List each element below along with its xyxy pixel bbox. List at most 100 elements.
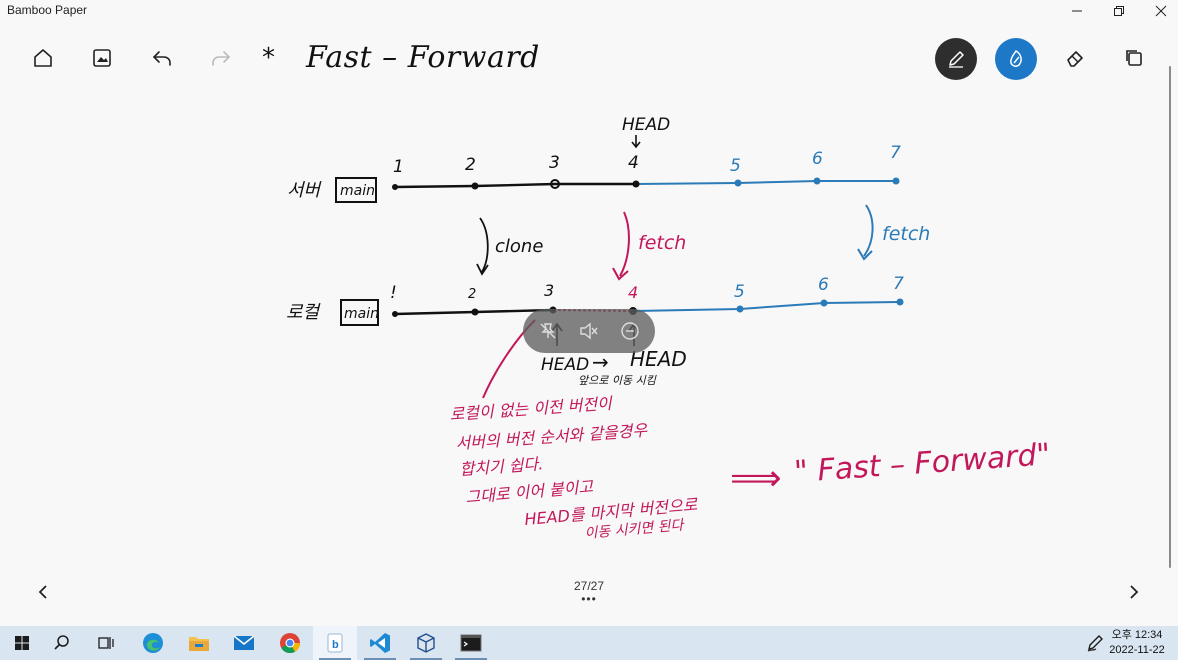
copy-page-button[interactable] <box>1116 40 1152 76</box>
pen-icon <box>949 51 964 68</box>
file-explorer-button[interactable] <box>177 626 221 660</box>
local-commit-number-2: 2 <box>468 287 476 302</box>
local-commit-dot-5 <box>736 305 744 313</box>
server-commit-dot-5 <box>734 179 742 187</box>
clone-arrow <box>479 217 489 273</box>
local-branch-label: main <box>344 306 379 322</box>
server-label: 서버 <box>287 180 323 201</box>
server-branch-label: main <box>340 183 375 199</box>
local-commit-number-3: 3 <box>544 281 554 300</box>
server-commit-number-4: 4 <box>628 153 639 173</box>
server-commit-number-6: 6 <box>812 149 823 169</box>
korean-note-line-4: 그대로 이어 붙이고 <box>465 477 595 507</box>
chevron-right-icon <box>1130 585 1139 599</box>
local-label: 로컬 <box>286 302 322 323</box>
server-commit-dot-7 <box>892 177 900 185</box>
windows-start-button[interactable] <box>0 626 44 660</box>
vscode-icon <box>370 633 390 653</box>
fetch-blue-arrowhead <box>857 248 873 261</box>
page-title: Fast – Forward <box>306 40 540 75</box>
pin-off-icon[interactable] <box>532 315 564 347</box>
pen-tray-button[interactable] <box>1080 626 1110 660</box>
local-commit-dot-7 <box>896 298 904 306</box>
minimize-button[interactable] <box>1054 0 1100 22</box>
head-top-label: HEAD <box>622 115 670 135</box>
local-commit-dot-2 <box>471 308 479 316</box>
close-window-button[interactable] <box>1138 0 1178 22</box>
mail-icon <box>233 635 255 650</box>
server-commit-dot-6 <box>813 177 821 185</box>
vertical-scrollbar[interactable] <box>1169 66 1171 568</box>
head-from-label: HEAD <box>541 355 589 375</box>
insert-photo-button[interactable] <box>84 40 120 76</box>
vscode-open-indicator <box>364 658 396 660</box>
task-view-button[interactable] <box>84 626 128 660</box>
local-commit-number-5: 5 <box>734 282 745 302</box>
restore-icon <box>1114 6 1124 16</box>
server-commit-dot-3 <box>550 179 560 189</box>
fetch-pink-label: fetch <box>638 232 686 254</box>
bamboo-paper-taskbar-button[interactable]: b <box>313 626 357 660</box>
svg-text:b: b <box>332 639 339 651</box>
local-commit-number-7: 7 <box>893 274 904 294</box>
undo-icon <box>152 51 171 66</box>
local-commit-number-4: 4 <box>628 283 638 302</box>
taskbar-search-button[interactable] <box>40 626 84 660</box>
clock-date: 2022-11-22 <box>1109 644 1165 656</box>
title-star: * <box>262 43 275 73</box>
terminal-button[interactable] <box>449 626 493 660</box>
redo-icon <box>212 51 231 66</box>
virtualbox-icon <box>417 633 435 653</box>
photo-icon <box>93 49 111 67</box>
windows-start-icon <box>15 636 29 650</box>
restore-button[interactable] <box>1096 0 1142 22</box>
chrome-button[interactable] <box>268 626 312 660</box>
server-blue-line <box>635 180 896 185</box>
fetch-pink-arrow <box>619 211 630 277</box>
fetch-blue-label: fetch <box>882 223 930 245</box>
eraser-button[interactable] <box>1057 40 1093 76</box>
bamboo-paper-icon: b <box>327 633 343 653</box>
server-commit-number-7: 7 <box>890 143 901 163</box>
vscode-button[interactable] <box>358 626 402 660</box>
undo-button[interactable] <box>144 40 180 76</box>
close-circle-icon[interactable] <box>614 315 646 347</box>
virtualbox-button[interactable] <box>404 626 448 660</box>
page-menu-button[interactable]: ••• <box>581 592 597 606</box>
edge-button[interactable] <box>131 626 175 660</box>
system-clock[interactable]: 오후 12:34 2022-11-22 <box>1102 628 1172 658</box>
active-app-indicator <box>319 658 351 660</box>
local-commit-dot-1 <box>392 311 398 317</box>
chevron-left-icon <box>38 585 47 599</box>
local-commit-numbers: ! 2 3 4 5 6 7 <box>390 274 904 303</box>
previous-page-button[interactable] <box>29 578 57 606</box>
clock-time: 오후 12:34 <box>1111 629 1163 641</box>
server-commit-numbers: 1 2 3 4 5 6 7 <box>393 143 901 177</box>
home-icon <box>34 49 52 67</box>
virtualbox-open-indicator <box>410 658 442 660</box>
terminal-icon <box>460 634 482 652</box>
home-button[interactable] <box>25 40 61 76</box>
server-commit-number-3: 3 <box>549 153 560 173</box>
brush-tool-button[interactable] <box>995 38 1037 80</box>
clone-arrowhead <box>476 263 489 276</box>
brush-icon <box>1010 49 1022 67</box>
redo-button[interactable] <box>203 40 239 76</box>
fast-forward-quote: " Fast – Forward" <box>793 437 1051 490</box>
korean-note-line-1: 로컬이 없는 이전 버전이 <box>449 394 614 424</box>
minimize-icon <box>1072 10 1082 12</box>
edge-icon <box>143 633 163 653</box>
pen-tray-icon <box>1087 635 1103 652</box>
server-commit-number-1: 1 <box>393 157 404 177</box>
mail-button[interactable] <box>222 626 266 660</box>
mute-icon[interactable] <box>573 315 605 347</box>
title-bar: Bamboo Paper <box>0 0 1178 22</box>
file-explorer-icon <box>189 637 209 651</box>
pen-tool-button[interactable] <box>935 38 977 80</box>
search-icon <box>54 635 69 650</box>
taskbar: b 오후 12:34 2022-11-22 <box>0 626 1178 660</box>
server-commit-number-2: 2 <box>465 155 476 175</box>
next-page-button[interactable] <box>1120 578 1148 606</box>
